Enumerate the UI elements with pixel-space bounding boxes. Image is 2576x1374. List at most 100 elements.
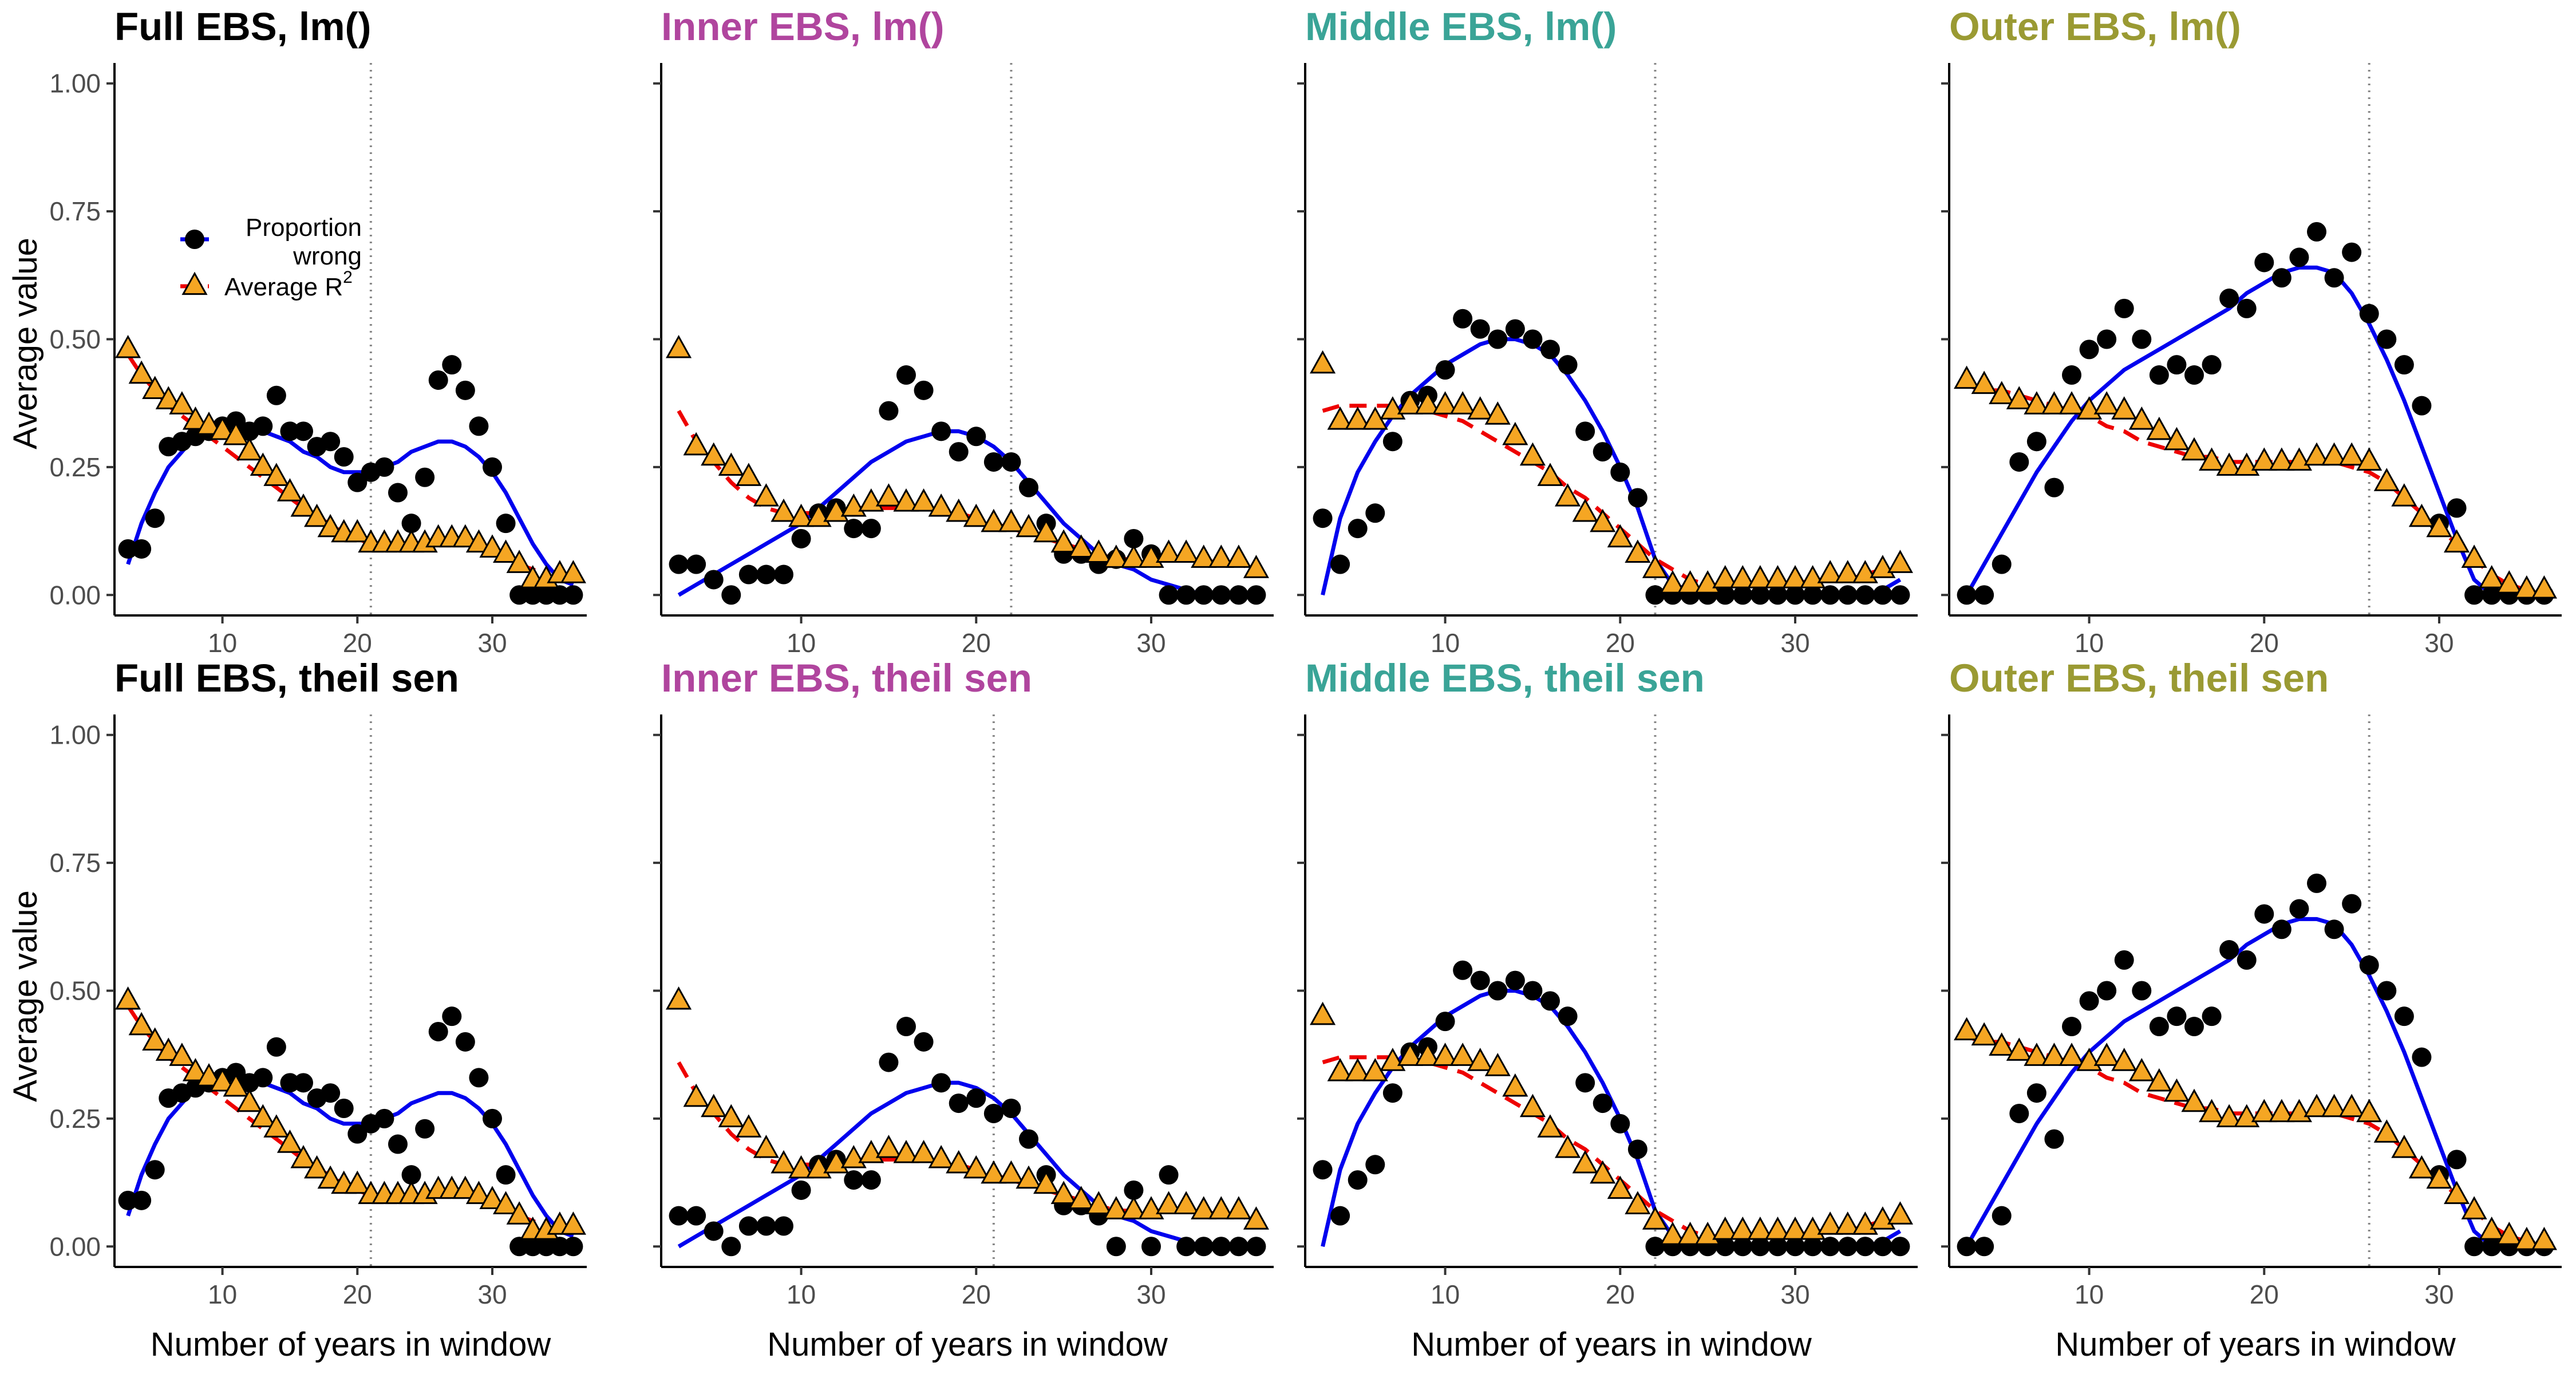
average-r2-point (2356, 1099, 2383, 1123)
proportion-wrong-point (1974, 1237, 1994, 1257)
average-r2-point (1327, 406, 1353, 430)
average-r2-point (1208, 544, 1234, 568)
proportion-wrong-point (1820, 1237, 1840, 1257)
legend-label-r2-superscript: 2 (343, 268, 353, 287)
y-axis-label-bottom: Average value (7, 890, 44, 1102)
average-r2-point (2356, 447, 2383, 471)
proportion-wrong-point (2307, 222, 2326, 242)
average-r2-point (788, 1155, 815, 1179)
proportion-wrong-point (2149, 365, 2169, 385)
y-tick-label: 0.00 (49, 580, 101, 610)
average-r2-point (1989, 381, 2015, 404)
y-tick-label: 0.75 (49, 848, 101, 878)
x-tick-label: 30 (1780, 628, 1809, 658)
average-r2-point (1660, 570, 1686, 594)
average-r2-point (317, 1165, 343, 1189)
average-r2-point (683, 1083, 709, 1107)
average-r2-point (1607, 1175, 1633, 1199)
proportion-wrong-point (374, 1108, 394, 1128)
proportion-wrong-point (2114, 950, 2134, 970)
proportion-wrong-point (280, 421, 300, 441)
average-r2-point (493, 539, 519, 563)
average-r2-point (2426, 1165, 2452, 1189)
proportion-wrong-point (1382, 432, 1402, 452)
proportion-wrong-point (686, 554, 706, 574)
average-r2-point (344, 519, 370, 543)
proportion-wrong-point (536, 585, 556, 605)
average-r2-point (1971, 370, 1997, 394)
average-r2-point (981, 508, 1007, 532)
average-r2-point (263, 463, 290, 486)
proportion-wrong-point (704, 570, 724, 590)
average-r2-point (2426, 514, 2452, 538)
proportion-wrong-point (1435, 360, 1455, 380)
proportion-wrong-point (550, 585, 570, 605)
x-tick-label: 30 (1136, 1280, 1165, 1309)
average-r2-point (1712, 565, 1739, 589)
proportion-wrong-point (1768, 585, 1788, 605)
proportion-wrong-point (1313, 508, 1333, 528)
average-r2-point (1068, 1186, 1095, 1210)
panel: Outer EBS, theil sen 10 20 30 Number of year… (1941, 656, 2562, 1363)
proportion-wrong-point (931, 1073, 951, 1093)
x-tick-label: 10 (208, 1280, 237, 1309)
average-r2-point (2111, 396, 2138, 420)
x-tick-label: 20 (2250, 628, 2279, 658)
x-tick-label: 10 (2075, 628, 2104, 658)
average-r2-point (718, 452, 744, 476)
proportion-wrong-point (1348, 1170, 1368, 1190)
proportion-wrong-point (1715, 585, 1735, 605)
proportion-wrong-point (2237, 950, 2257, 970)
average-r2-point (2479, 565, 2505, 589)
average-r2-point (142, 376, 168, 400)
average-r2-point (223, 1073, 249, 1097)
average-r2-point (1310, 1001, 1336, 1025)
average-r2-point (210, 416, 236, 440)
proportion-wrong-point (2202, 355, 2222, 375)
average-r2-point (236, 1088, 263, 1112)
proportion-wrong-point (1733, 585, 1753, 605)
average-r2-point (1519, 442, 1546, 466)
average-r2-point (2373, 468, 2400, 491)
y-tick-label: 0.50 (49, 325, 101, 354)
proportion-wrong-point (401, 1165, 421, 1185)
average-r2-point (2269, 1099, 2295, 1123)
panel: Inner EBS, lm() 10 20 30 (653, 5, 1274, 658)
panel-title: Inner EBS, theil sen (661, 656, 1032, 700)
proportion-wrong-point (1540, 991, 1560, 1011)
panel: Full EBS, theil sen 0.00 0.25 0.50 0.75 1.00 1… (49, 656, 587, 1363)
average-r2-point (182, 1058, 208, 1081)
x-axis-label: Number of years in window (767, 1326, 1168, 1363)
average-r2-point (1502, 421, 1528, 445)
proportion-wrong-point (1019, 1129, 1038, 1149)
x-tick-label: 20 (962, 1280, 991, 1309)
proportion-wrong-point (2202, 1006, 2222, 1026)
x-tick-label: 30 (1136, 628, 1165, 658)
proportion-wrong-point (1124, 1180, 1144, 1200)
average-r2-point (2304, 1093, 2330, 1118)
proportion-wrong-point (2132, 329, 2152, 349)
average-r2-point (2496, 570, 2522, 594)
average-r2-point (946, 1150, 972, 1174)
proportion-wrong-point (118, 539, 138, 559)
proportion-wrong-point (2219, 289, 2239, 309)
proportion-wrong-point (266, 385, 286, 405)
proportion-wrong-point (721, 585, 741, 605)
average-r2-point (1191, 1196, 1217, 1219)
average-r2-point (736, 1114, 762, 1138)
average-r2-point (1954, 1017, 1980, 1041)
proportion-wrong-point (2447, 498, 2467, 518)
average-r2-point (155, 386, 181, 409)
proportion-wrong-point (253, 416, 273, 436)
average-r2-point (250, 452, 276, 476)
average-r2-point (736, 463, 762, 486)
proportion-wrong-point (1645, 1237, 1665, 1257)
proportion-wrong-point (1957, 585, 1977, 605)
proportion-wrong-point (1872, 1237, 1893, 1257)
proportion-wrong-point (1715, 1237, 1735, 1257)
average-r2-point (115, 986, 141, 1010)
average-r2-point (1555, 1135, 1581, 1158)
average-r2-point (1642, 555, 1668, 578)
